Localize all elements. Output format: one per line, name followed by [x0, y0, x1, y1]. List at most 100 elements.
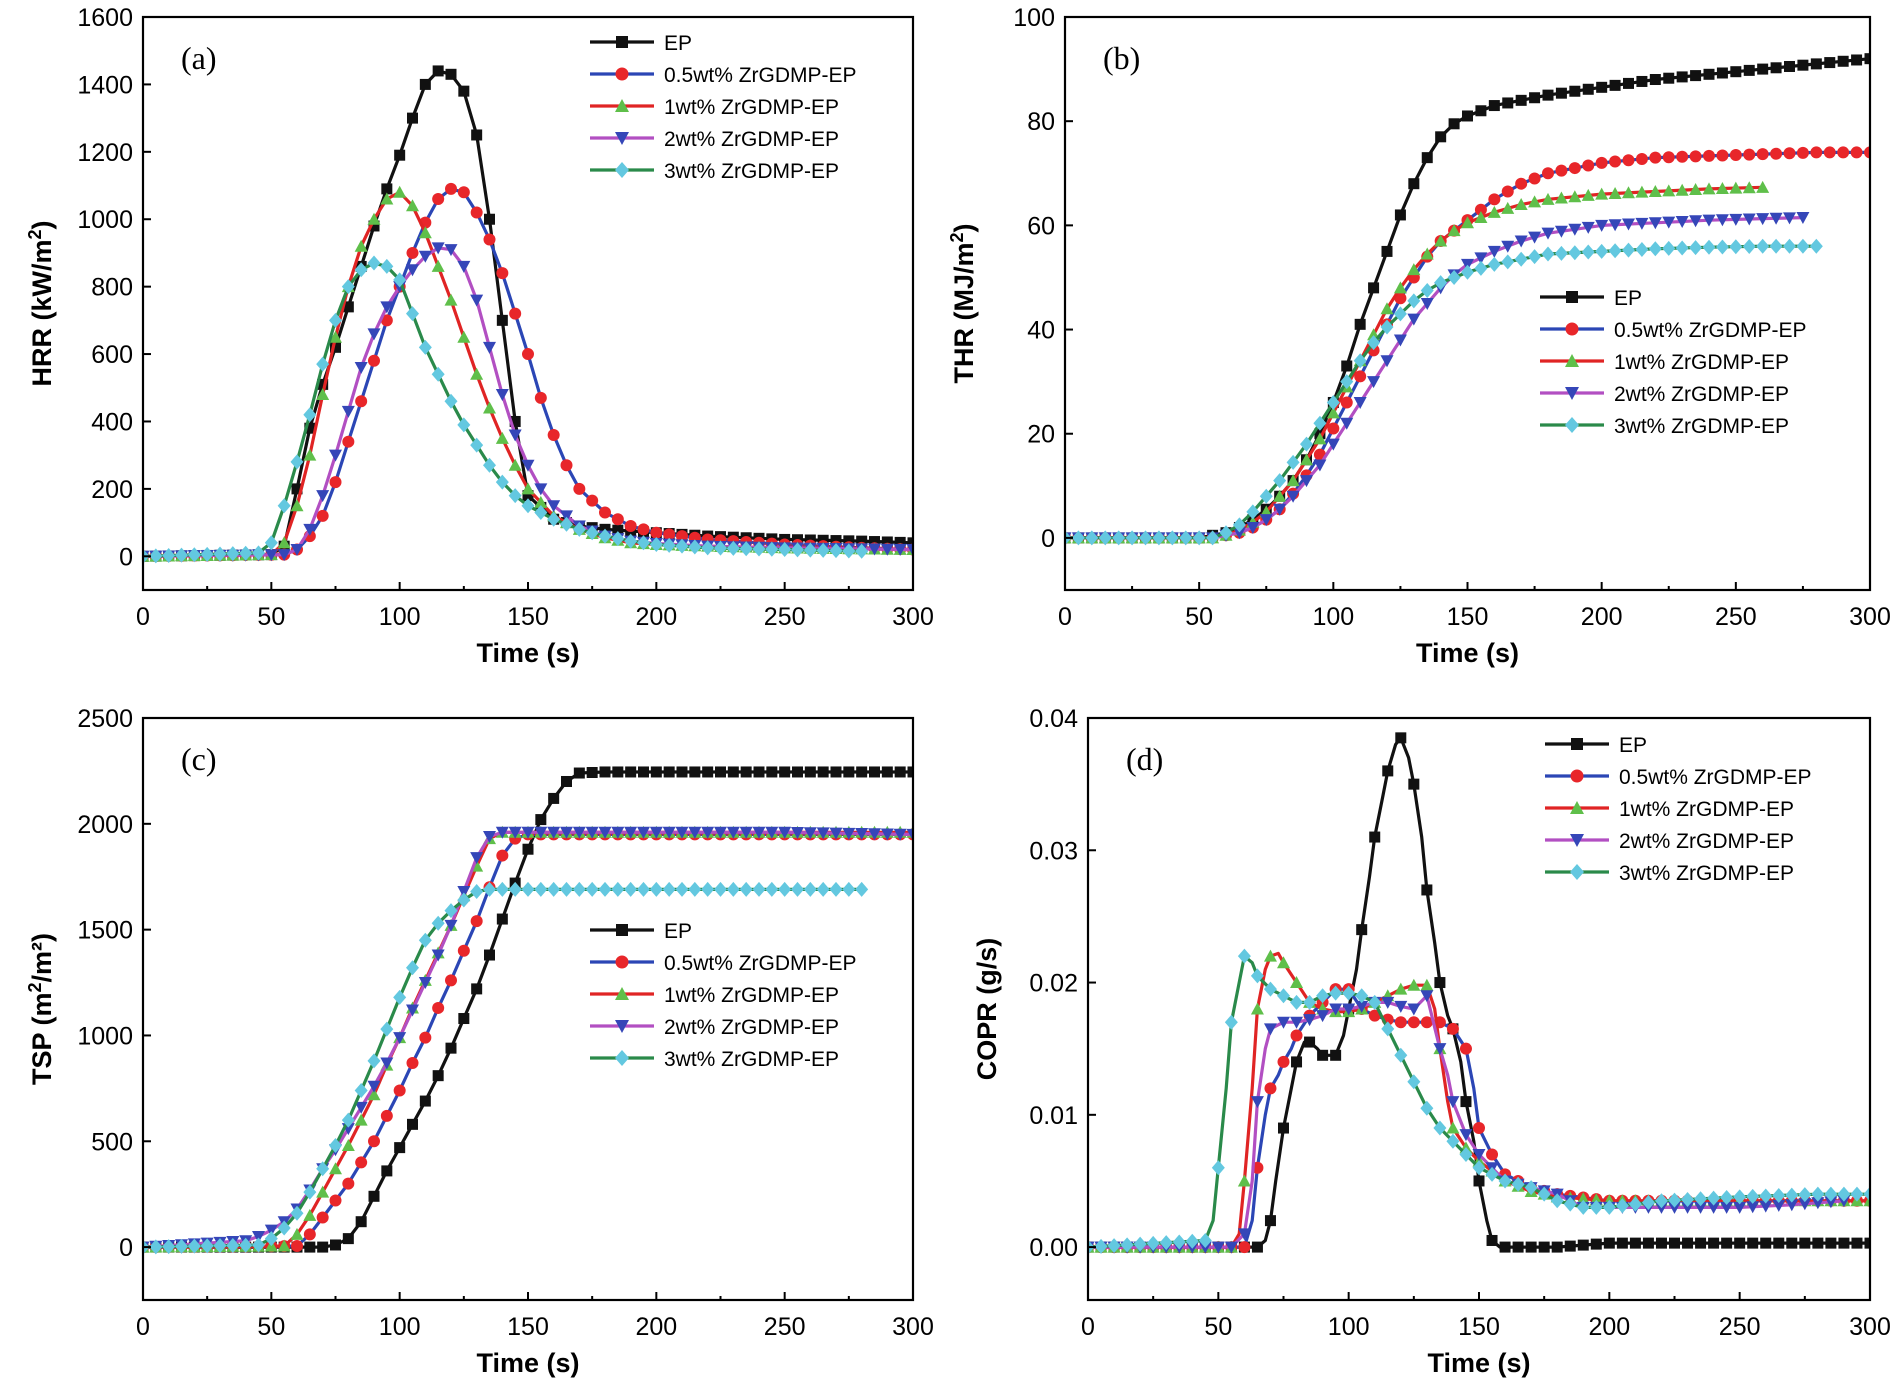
data-point: [457, 186, 470, 199]
data-point: [688, 539, 702, 555]
data-point: [394, 1142, 406, 1154]
data-point: [688, 826, 702, 839]
data-point: [1864, 146, 1870, 159]
data-point: [649, 536, 663, 552]
data-point: [380, 1109, 393, 1122]
data-point: [470, 884, 484, 900]
legend-marker: [615, 132, 629, 145]
data-point: [1628, 1196, 1642, 1212]
data-point: [1616, 1237, 1628, 1249]
data-point: [791, 542, 804, 558]
chart-panel-b: 0 50 100 150 200 250 300 0 20 40 60 80 100 Time (s) TH…: [947, 4, 1891, 668]
legend: EP 0.5wt% ZrGDMP-EP 1wt% ZrGDMP-EP 2wt% ZrG…: [590, 920, 857, 1071]
data-point: [1694, 1201, 1708, 1214]
data-point: [778, 826, 792, 839]
data-point: [1286, 490, 1300, 503]
data-point: [1316, 1010, 1330, 1023]
data-point: [1863, 1186, 1870, 1202]
data-point: [1554, 191, 1568, 204]
data-point: [1407, 263, 1421, 276]
data-point: [1568, 162, 1581, 175]
data-point: [1796, 146, 1809, 159]
data-point: [1380, 319, 1394, 335]
x-tick-label: 150: [507, 603, 549, 631]
data-point: [649, 881, 663, 897]
data-point: [1689, 215, 1703, 228]
data-point: [1326, 406, 1340, 419]
data-point: [1524, 1180, 1538, 1196]
legend-label: 1wt% ZrGDMP-EP: [664, 984, 839, 1007]
data-point: [855, 543, 869, 559]
data-point: [1473, 1122, 1485, 1135]
data-point: [330, 1239, 341, 1251]
data-point: [1608, 243, 1622, 259]
data-point: [1811, 1197, 1825, 1210]
data-point: [585, 525, 599, 541]
data-point: [1300, 453, 1313, 466]
data-point: [1662, 216, 1676, 229]
data-point: [1461, 264, 1474, 280]
data-point: [1823, 146, 1836, 159]
y-tick-label: 500: [91, 1128, 133, 1156]
legend: EP 0.5wt% ZrGDMP-EP 1wt% ZrGDMP-EP 2wt% ZrG…: [1545, 734, 1812, 885]
y-axis-label: TSP (m2/m²): [25, 933, 57, 1085]
data-point: [1743, 64, 1755, 76]
data-point: [1290, 976, 1304, 989]
data-point: [1446, 1022, 1459, 1035]
data-point: [1537, 1186, 1551, 1202]
data-point: [1407, 978, 1421, 991]
legend-label: 0.5wt% ZrGDMP-EP: [1619, 766, 1812, 789]
data-point: [739, 826, 753, 839]
series-line-3: [1065, 216, 1803, 540]
data-point: [1407, 1016, 1420, 1029]
data-point: [1797, 59, 1809, 71]
data-point: [1433, 1120, 1447, 1136]
data-point: [444, 244, 458, 257]
data-point: [1434, 275, 1448, 291]
data-point: [354, 1113, 368, 1126]
plot-frame: [141, 716, 915, 1302]
data-point: [393, 272, 407, 288]
data-point: [1317, 1049, 1329, 1061]
y-tick-label: 40: [1027, 317, 1055, 345]
data-point: [740, 766, 752, 778]
data-point: [1303, 994, 1317, 1010]
data-point: [1734, 1237, 1746, 1249]
series-line-0: [1065, 57, 1870, 540]
data-point: [471, 129, 483, 141]
data-point: [290, 1227, 304, 1240]
data-point: [381, 183, 393, 195]
data-point: [1264, 1215, 1276, 1227]
data-point: [1864, 1237, 1870, 1249]
data-point: [406, 246, 419, 259]
data-point: [1224, 1241, 1238, 1254]
data-point: [1408, 178, 1420, 190]
data-point: [1595, 156, 1608, 169]
data-point: [1367, 335, 1381, 351]
data-point: [368, 220, 380, 232]
data-point: [739, 881, 753, 897]
data-point: [342, 1177, 355, 1190]
data-point: [1407, 1074, 1421, 1090]
data-point: [598, 528, 612, 544]
data-point: [1501, 201, 1515, 214]
y-tick-label: 400: [91, 408, 133, 436]
data-point: [856, 766, 868, 778]
data-point: [803, 827, 817, 840]
legend-marker: [615, 1020, 629, 1033]
data-point: [1395, 732, 1407, 744]
data-point: [1152, 530, 1166, 546]
data-point: [1564, 1240, 1576, 1252]
data-point: [418, 250, 432, 263]
data-point: [650, 766, 662, 778]
data-point: [1433, 1043, 1447, 1056]
data-point: [560, 826, 573, 839]
y-tick-label: 1400: [77, 71, 133, 99]
data-point: [1264, 1082, 1277, 1095]
data-point: [1474, 252, 1488, 265]
data-point: [1354, 370, 1367, 383]
legend-marker: [1566, 291, 1578, 303]
data-point: [1595, 219, 1609, 232]
data-point: [1702, 239, 1716, 255]
